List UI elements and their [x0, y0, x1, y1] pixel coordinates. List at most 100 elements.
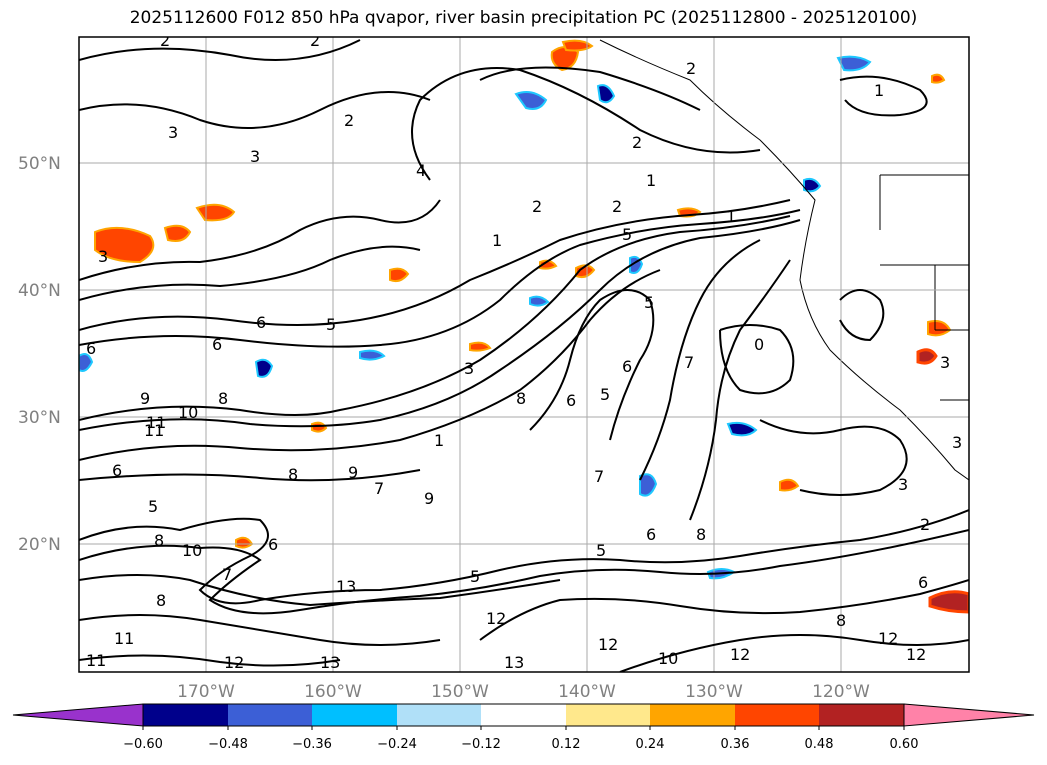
colorbar-frame [142, 703, 905, 727]
lon-label-150w: 150°W [431, 682, 489, 702]
colorbar-tick-label: −0.60 [123, 737, 163, 752]
contour-label: 2 [686, 59, 696, 78]
pc-patch [529, 295, 550, 307]
colorbar-tick-label: −0.24 [377, 737, 417, 752]
contour-label: 6 [646, 525, 656, 544]
contour-label: 9 [140, 389, 150, 408]
contour-label: 5 [644, 293, 654, 312]
contour-label: 10 [178, 403, 198, 422]
contour-label: 12 [878, 629, 898, 648]
contour-label: 12 [224, 653, 244, 672]
pc-patch [726, 421, 758, 437]
colorbar-tick-label: 0.36 [721, 737, 750, 752]
contour-label: 6 [918, 573, 928, 592]
pc-patch [639, 473, 658, 497]
pc-patch [514, 91, 548, 110]
lat-label-30n: 30°N [18, 408, 61, 428]
contour-label: 6 [566, 391, 576, 410]
contour-label: 5 [600, 385, 610, 404]
colorbar-tick-label: −0.12 [461, 737, 501, 752]
colorbar-bin [228, 704, 312, 726]
map-title: 2025112600 F012 850 hPa qvapor, river ba… [129, 8, 918, 28]
contour-label: 11 [86, 651, 106, 670]
contour-label: 2 [920, 515, 930, 534]
colorbar-tick-label: 0.24 [636, 737, 665, 752]
contour-label: 6 [622, 357, 632, 376]
latitude-labels: 50°N 40°N 30°N 20°N [18, 154, 61, 555]
pc-patch [931, 73, 946, 84]
colorbar-bin [650, 704, 735, 726]
contour-label: 9 [424, 489, 434, 508]
contour-label: 13 [504, 653, 524, 672]
contour-label: 8 [156, 591, 166, 610]
contour-label: 3 [98, 247, 108, 266]
contour-label: 7 [684, 353, 694, 372]
colorbar-bin [481, 704, 566, 726]
contour-label: 11 [114, 629, 134, 648]
lon-label-120w: 120°W [812, 682, 870, 702]
map-frame [78, 36, 970, 673]
pc-patch [916, 348, 938, 365]
pc-patch [779, 478, 800, 492]
contour-label: 3 [250, 147, 260, 166]
contour-label: 7 [594, 467, 604, 486]
contour-label: 10 [658, 649, 678, 668]
contour-label: 0 [754, 335, 764, 354]
contour-label: 3 [898, 475, 908, 494]
lat-label-40n: 40°N [18, 281, 61, 301]
contour-label: 2 [160, 31, 170, 50]
contour-label: 8 [696, 525, 706, 544]
qvapor-contours [79, 39, 969, 672]
contour-label: 3 [940, 353, 950, 372]
contour-label: 6 [212, 335, 222, 354]
pc-patch [359, 349, 386, 361]
contour-label: 7 [222, 565, 232, 584]
colorbar: −0.60 −0.48 −0.36 −0.24 −0.12 0.12 0.24 … [12, 703, 1035, 752]
contour-label: 2 [632, 133, 642, 152]
contour-label: 3 [168, 123, 178, 142]
gridlines [79, 37, 969, 672]
contour-label: 1 [492, 231, 502, 250]
coastline [599, 39, 969, 481]
contour-label: 3 [952, 433, 962, 452]
contour-label: 5 [326, 315, 336, 334]
contour-label: 6 [86, 339, 96, 358]
contour-label: 5 [622, 225, 632, 244]
contour-label: 9 [348, 463, 358, 482]
contour-label: 5 [470, 567, 480, 586]
pc-patch [311, 421, 328, 433]
lat-label-50n: 50°N [18, 154, 61, 174]
contour-label: 8 [218, 389, 228, 408]
colorbar-bin [397, 704, 481, 726]
colorbar-tick-label: 0.60 [890, 737, 919, 752]
contour-label: 11 [146, 413, 166, 432]
contour-label: 12 [906, 645, 926, 664]
pc-patch [79, 353, 94, 372]
contour-label: 6 [256, 313, 266, 332]
contour-label: 8 [154, 531, 164, 550]
lon-label-130w: 130°W [685, 682, 743, 702]
contour-label: 8 [836, 611, 846, 630]
colorbar-bin [566, 704, 650, 726]
pc-patch [254, 358, 274, 378]
colorbar-bin [819, 704, 904, 726]
contour-label: 3 [464, 359, 474, 378]
colorbar-extend-min [12, 703, 144, 727]
lon-label-160w: 160°W [304, 682, 362, 702]
pc-patch [195, 203, 236, 222]
contour-label: 7 [374, 479, 384, 498]
colorbar-bin [735, 704, 819, 726]
contour-label: 1 [434, 431, 444, 450]
contour-labels: 2 2 3 2 3 4 2 1 2 2 1 1 3 1 2 5 6 6 5 6 … [86, 31, 962, 672]
contour-label: 2 [344, 111, 354, 130]
contour-label: 6 [268, 535, 278, 554]
colorbar-extend-max [903, 703, 1035, 727]
lon-label-170w: 170°W [177, 682, 235, 702]
contour-label: 8 [516, 389, 526, 408]
contour-label: 2 [532, 197, 542, 216]
contour-label: 13 [320, 653, 340, 672]
contour-label: 10 [182, 541, 202, 560]
negative-patches [79, 55, 872, 580]
pc-patch [561, 39, 594, 52]
